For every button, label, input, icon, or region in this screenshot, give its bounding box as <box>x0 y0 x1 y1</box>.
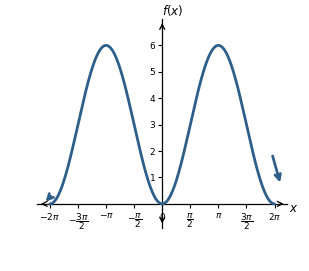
Text: $x$: $x$ <box>289 202 298 215</box>
Text: $f(x)$: $f(x)$ <box>162 3 184 18</box>
